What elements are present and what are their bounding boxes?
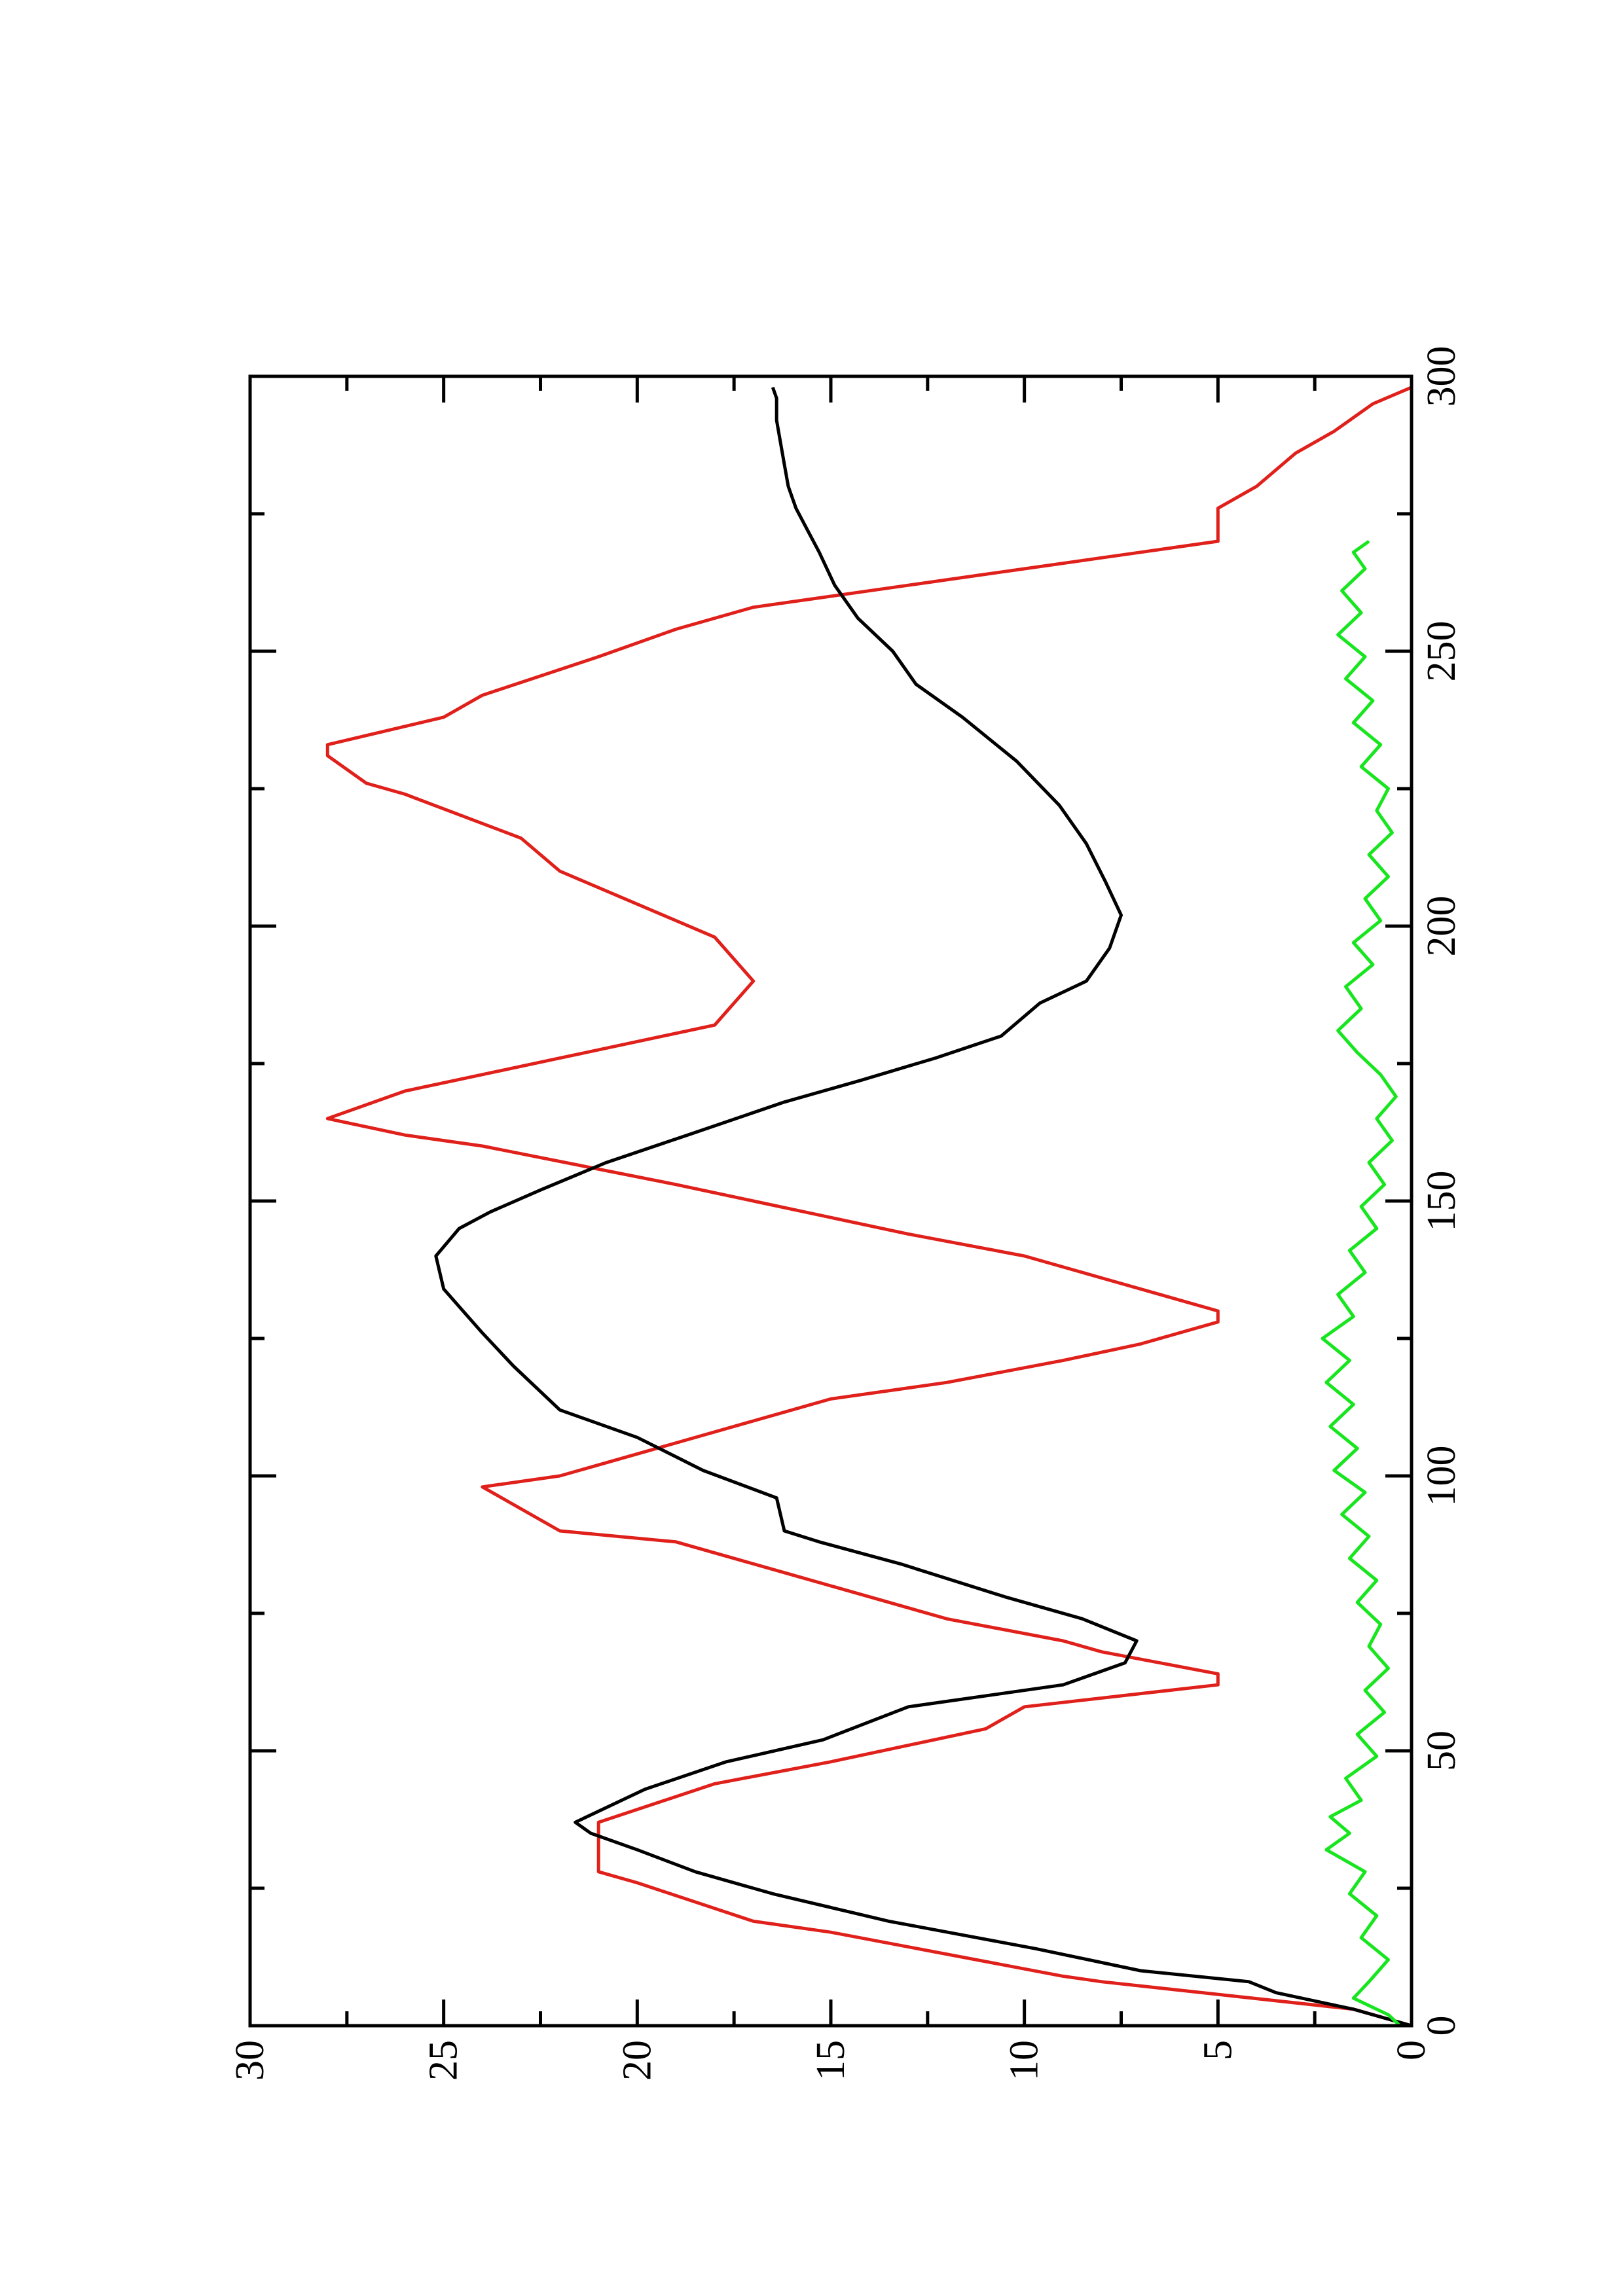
- x-tick-label: 150: [1419, 1171, 1464, 1232]
- y-tick-label: 30: [228, 2040, 272, 2081]
- y-tick-label: 5: [1195, 2040, 1240, 2060]
- series-line-1: [325, 386, 1412, 2028]
- x-tick-label: 300: [1419, 346, 1464, 407]
- y-tick-label: 0: [1389, 2040, 1434, 2060]
- y-tick-label: 10: [1002, 2040, 1047, 2081]
- x-tick-label: 250: [1419, 621, 1464, 682]
- series-line-2: [434, 386, 1412, 2028]
- series-layer: [325, 386, 1412, 2028]
- x-tick-label: 50: [1419, 1731, 1464, 1771]
- y-tick-label: 20: [615, 2040, 659, 2081]
- x-tick-label: 200: [1419, 896, 1464, 957]
- y-tick-label: 15: [809, 2040, 853, 2081]
- x-tick-label: 0: [1419, 2016, 1464, 2036]
- series-line-3: [1321, 539, 1402, 2027]
- y-tick-label: 25: [422, 2040, 466, 2081]
- tick-label-layer: 0 50 100 150 200 250 300 0 5 10 15 20 25 30: [228, 346, 1464, 2081]
- x-tick-label: 100: [1419, 1446, 1464, 1507]
- tick-layer: [248, 374, 1413, 2028]
